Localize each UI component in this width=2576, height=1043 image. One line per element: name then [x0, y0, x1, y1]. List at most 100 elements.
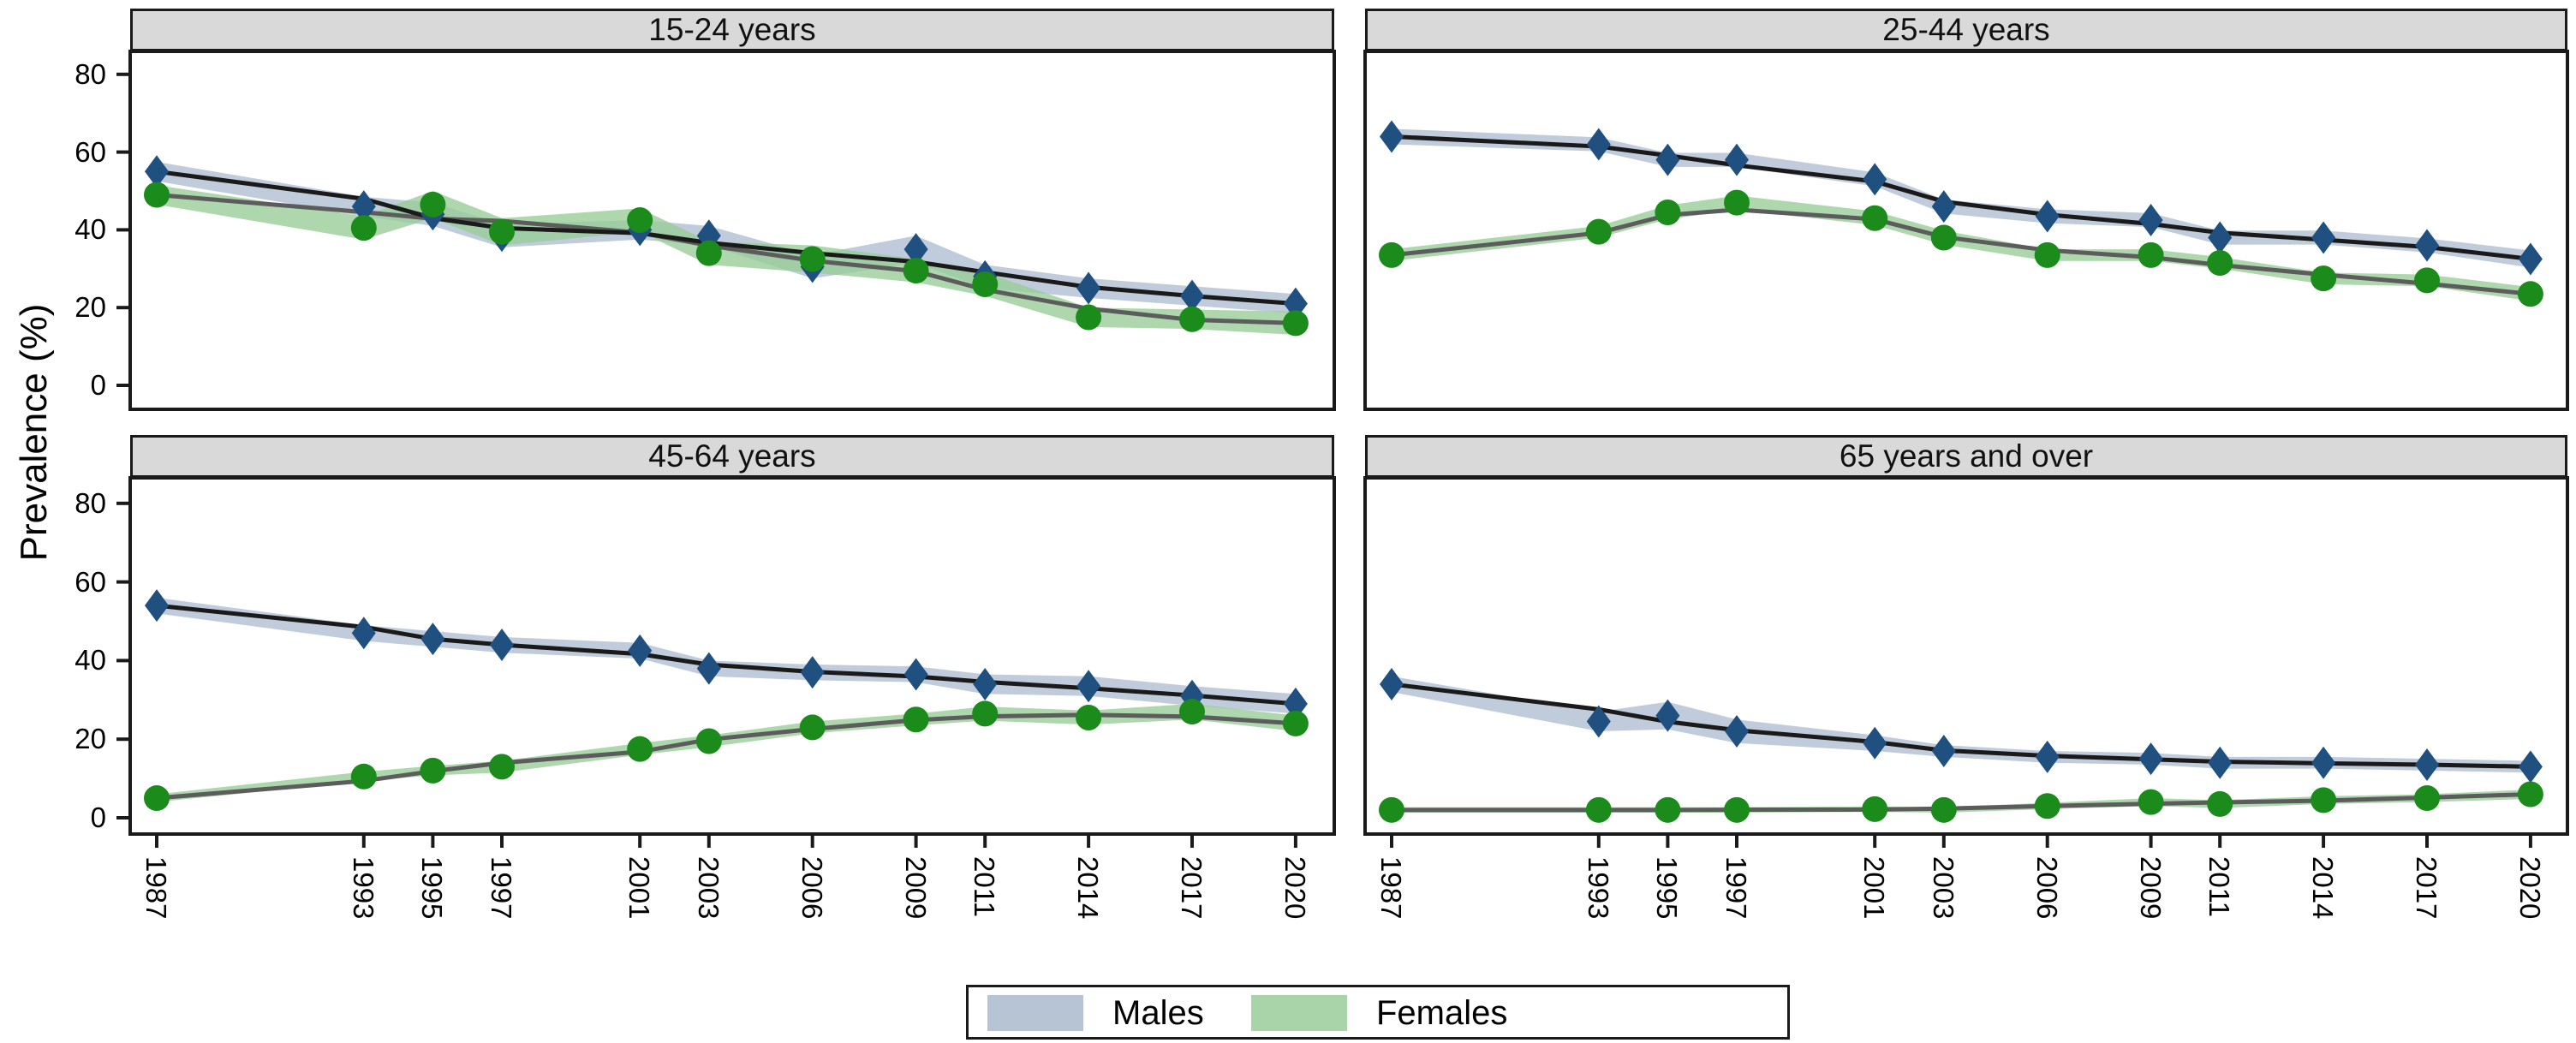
females-legend-swatch: [1251, 995, 1347, 1031]
y-tick-label: 60: [75, 565, 106, 598]
panel-title: 25-44 years: [1882, 12, 2050, 47]
males-marker: [2035, 740, 2060, 773]
males-ci-band: [157, 597, 1296, 714]
males-marker: [1076, 670, 1101, 703]
females-marker: [1179, 699, 1205, 725]
females-marker: [1282, 710, 1309, 736]
males-marker: [1725, 143, 1749, 176]
y-tick-label: 80: [75, 486, 106, 519]
males-trend-line: [156, 603, 1297, 706]
males-marker: [351, 617, 376, 650]
females-marker: [972, 271, 999, 297]
x-tick-label: 2011: [2203, 856, 2236, 917]
females-marker: [420, 757, 446, 784]
x-tick-label: 2014: [2307, 856, 2340, 920]
females-marker: [2034, 793, 2060, 820]
females-marker: [1179, 306, 1205, 332]
panel-header-15-24: 15-24 years: [130, 9, 1334, 51]
x-tick-label: 1987: [140, 856, 172, 920]
plot-area-45-64: [116, 476, 1336, 848]
plot-border: [1363, 50, 2569, 411]
x-tick-label: 2003: [1927, 856, 1959, 920]
x-tick-label: 2001: [623, 856, 656, 920]
females-marker: [695, 240, 722, 266]
males-trend-line: [1391, 682, 2531, 769]
panel-title: 15-24 years: [648, 12, 816, 47]
females-marker: [1930, 796, 1957, 823]
females-ci-band: [157, 185, 1296, 335]
x-tick-label: 1995: [416, 856, 449, 920]
males-marker: [1863, 726, 1887, 760]
males-marker: [1180, 279, 1204, 313]
plot-area-25-44: [1363, 50, 2569, 411]
y-tick-label: 40: [75, 644, 106, 676]
males-marker: [490, 629, 514, 662]
females-marker: [144, 182, 170, 208]
females-marker: [1862, 796, 1888, 822]
females-marker: [2138, 789, 2164, 815]
males-marker: [2035, 200, 2060, 233]
females-marker: [2517, 781, 2543, 808]
x-tick-label: 2011: [969, 856, 1001, 917]
females-marker: [1724, 796, 1750, 823]
x-tick-label: 2001: [1858, 856, 1891, 920]
males-marker: [2208, 221, 2233, 254]
x-tick-label: 2017: [1176, 856, 1208, 920]
females-marker: [2207, 249, 2233, 276]
females-marker: [2311, 787, 2337, 814]
panel-header-65-over: 65 years and over: [1365, 435, 2567, 478]
males-marker: [1076, 271, 1101, 305]
males-marker: [1931, 734, 1956, 767]
females-marker: [799, 714, 826, 741]
x-tick-label: 1987: [1375, 856, 1407, 920]
females-marker: [1585, 218, 1612, 245]
x-tick-label: 2014: [1072, 856, 1105, 920]
females-marker: [695, 728, 722, 754]
y-tick-label: 80: [75, 57, 106, 90]
x-tick-label: 1995: [1651, 856, 1684, 920]
males-trend-line: [1391, 134, 2531, 261]
males-marker: [1586, 128, 1611, 161]
females-marker: [1862, 205, 1888, 231]
x-tick-label: 1993: [1582, 856, 1614, 920]
males-marker: [2518, 242, 2543, 276]
females-marker: [1282, 310, 1309, 337]
x-tick-label: 2017: [2411, 856, 2442, 920]
y-tick-label: 0: [90, 802, 106, 833]
males-marker: [2518, 750, 2543, 784]
females-trend-line: [156, 712, 1297, 801]
males-marker: [2138, 742, 2163, 776]
females-marker: [627, 736, 653, 762]
females-marker: [2517, 281, 2543, 307]
x-tick-label: 2009: [899, 856, 932, 920]
plot-border: [128, 476, 1336, 836]
panel-header-25-44: 25-44 years: [1365, 9, 2567, 51]
females-ci-band: [1392, 789, 2531, 814]
males-marker: [145, 155, 169, 188]
females-ci-band: [157, 703, 1296, 802]
males-marker: [800, 656, 825, 689]
x-tick-label: 1997: [486, 856, 517, 920]
males-ci-band: [1392, 676, 2531, 773]
males-marker: [903, 233, 928, 266]
plot-border: [1363, 476, 2569, 836]
males-marker: [1380, 120, 1404, 153]
males-legend-label: Males: [1112, 994, 1204, 1032]
y-tick-label: 20: [75, 723, 106, 755]
x-tick-label: 1997: [1720, 856, 1752, 920]
males-marker: [1725, 715, 1749, 748]
males-marker: [2311, 221, 2336, 254]
females-marker: [1076, 704, 1102, 730]
plot-area-65-over: [1363, 476, 2569, 848]
females-marker: [420, 191, 446, 218]
females-marker: [972, 700, 999, 727]
males-marker: [1931, 190, 1956, 224]
females-marker: [2414, 267, 2440, 294]
males-marker: [2311, 746, 2336, 779]
females-marker: [2138, 241, 2164, 268]
males-marker: [696, 652, 721, 685]
y-axis-title: Prevalence (%): [13, 303, 55, 562]
females-marker: [1655, 796, 1681, 823]
y-tick-label: 60: [75, 135, 106, 168]
males-marker: [1863, 163, 1887, 196]
